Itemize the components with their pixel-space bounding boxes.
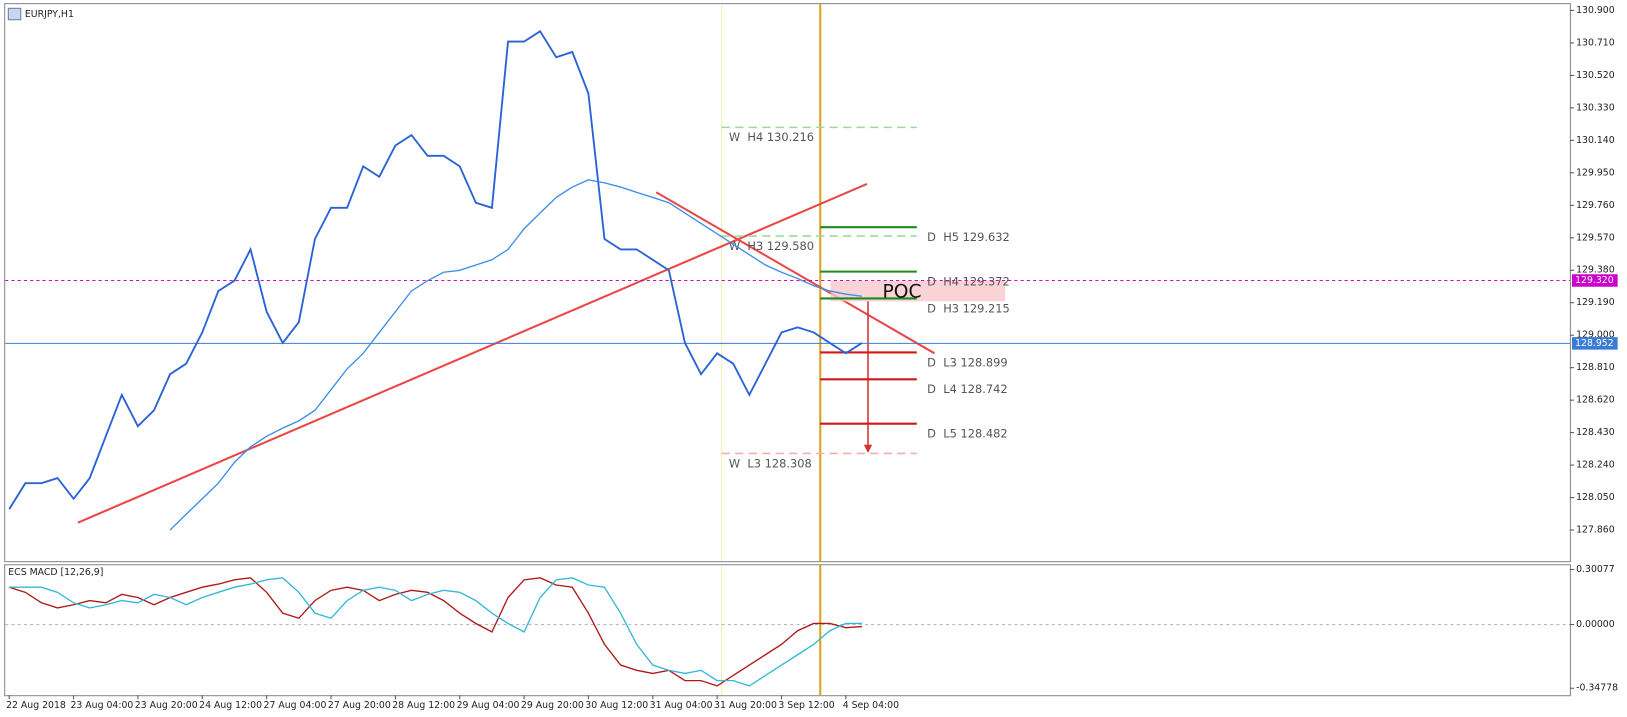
y-tick-label: 128.620 — [1576, 395, 1615, 406]
x-tick-label: 27 Aug 20:00 — [328, 700, 391, 711]
y-tick-label: 0.00000 — [1576, 619, 1615, 630]
x-tick-label: 31 Aug 04:00 — [650, 700, 713, 711]
price-tag — [1571, 274, 1618, 287]
panel-title: EURJPY,H1 — [25, 9, 74, 20]
y-tick-label: 128.430 — [1576, 427, 1615, 438]
poc-zone — [830, 280, 1006, 302]
pivot-label: D H4 129.372 — [927, 275, 1010, 289]
y-tick-label: 129.000 — [1576, 330, 1615, 341]
trendline — [655, 191, 935, 355]
x-tick-label: 22 Aug 2018 — [6, 700, 66, 711]
series-line — [169, 179, 863, 531]
x-tick-label: 27 Aug 04:00 — [264, 700, 327, 711]
y-tick-label: 129.950 — [1576, 167, 1615, 178]
y-tick-label: 129.190 — [1576, 297, 1615, 308]
y-tick-label: 130.520 — [1576, 70, 1615, 81]
y-tick-label: 128.050 — [1576, 492, 1615, 503]
y-tick-label: -0.34778 — [1576, 683, 1618, 694]
poc-label: POC — [883, 281, 922, 302]
trendline — [77, 182, 868, 524]
y-tick-label: 130.710 — [1576, 37, 1615, 48]
y-tick-label: 130.330 — [1576, 102, 1615, 113]
pivot-label: D H5 129.632 — [927, 230, 1010, 244]
price-tag-label: 128.952 — [1575, 338, 1614, 349]
macd-panel: ECS MACD [12,26,9] 0.30077 0.00000 -0.34778… — [5, 564, 1618, 711]
x-tick-label: 3 Sep 12:00 — [778, 700, 834, 711]
pivot-label: D H3 129.215 — [927, 301, 1010, 315]
y-tick-label: 129.570 — [1576, 232, 1615, 243]
series-line — [9, 577, 863, 687]
x-tick-label: 24 Aug 12:00 — [199, 700, 262, 711]
x-tick-label: 28 Aug 12:00 — [392, 700, 455, 711]
panel-title: ECS MACD [12,26,9] — [8, 567, 103, 578]
y-tick-label: 0.30077 — [1576, 564, 1615, 575]
y-tick-label: 129.760 — [1576, 200, 1615, 211]
y-tick-label: 130.900 — [1576, 5, 1615, 16]
x-tick-label: 23 Aug 20:00 — [135, 700, 198, 711]
price-tag-label: 129.320 — [1575, 275, 1614, 286]
y-tick-label: 130.140 — [1576, 135, 1615, 146]
x-tick-label: 31 Aug 20:00 — [714, 700, 777, 711]
arrow-head — [863, 444, 873, 454]
x-tick-label: 4 Sep 04:00 — [843, 700, 899, 711]
y-tick-label: 128.240 — [1576, 460, 1615, 471]
main-frame — [4, 3, 1571, 563]
main-panel: EURJPY,H1 130.900 130.710 130.520 130.330 130… — [5, 5, 1618, 536]
x-tick-label: 30 Aug 12:00 — [585, 700, 648, 711]
y-tick-label: 127.860 — [1576, 525, 1615, 536]
macd-frame — [4, 564, 1571, 697]
pivot-label: W H4 130.216 — [729, 130, 814, 144]
price-tag — [1571, 337, 1618, 350]
x-tick-label: 29 Aug 04:00 — [457, 700, 520, 711]
pivot-label: W H3 129.580 — [729, 239, 814, 253]
pivot-label: D L3 128.899 — [927, 355, 1007, 369]
pivot-label: W L3 128.308 — [729, 456, 812, 470]
x-tick-label: 29 Aug 20:00 — [521, 700, 584, 711]
series-line — [8, 29, 863, 510]
series-line — [9, 577, 862, 687]
symbol-icon — [7, 7, 22, 21]
y-tick-label: 128.810 — [1576, 362, 1615, 373]
pivot-label: D L4 128.742 — [927, 382, 1007, 396]
x-tick-label: 23 Aug 04:00 — [70, 700, 133, 711]
pivot-label: D L5 128.482 — [927, 427, 1007, 441]
y-tick-label: 129.380 — [1576, 265, 1615, 276]
